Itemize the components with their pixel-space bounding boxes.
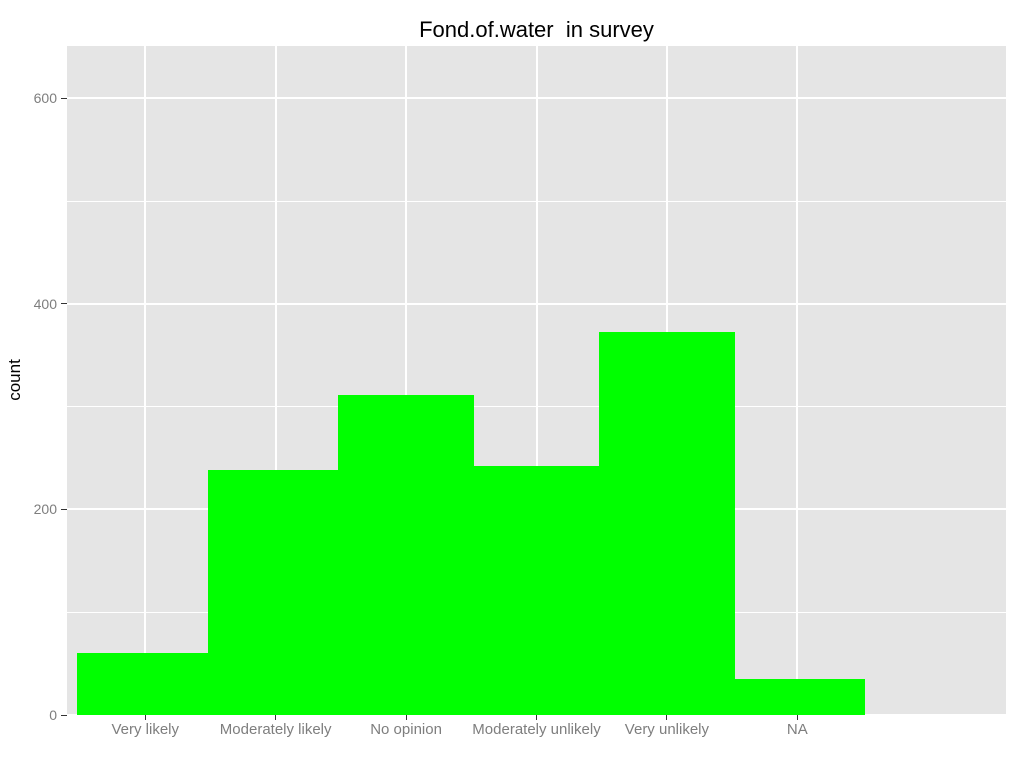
bar <box>207 470 344 715</box>
gridline-major-vertical <box>144 46 147 715</box>
bar <box>338 395 475 715</box>
bar <box>77 653 214 715</box>
gridline-major-vertical <box>796 46 799 715</box>
x-tick-label: Moderately likely <box>219 721 332 738</box>
y-tick-label: 600 <box>33 90 57 107</box>
x-tick-mark <box>144 715 146 720</box>
x-tick-label: Moderately unlikely <box>472 721 601 738</box>
x-tick-label: Very unlikely <box>624 721 710 738</box>
chart-title: Fond.of.water in survey <box>419 17 654 42</box>
bar <box>468 466 605 715</box>
gridline-major-vertical <box>405 46 408 715</box>
bar <box>729 679 866 715</box>
plot-panel <box>67 46 1006 715</box>
x-tick-mark <box>666 715 668 720</box>
gridline-major-vertical <box>274 46 277 715</box>
x-tick-mark <box>536 715 537 720</box>
gridline-major-vertical <box>535 46 538 715</box>
y-axis-title: count <box>5 359 24 401</box>
x-tick-label: No opinion <box>370 721 442 738</box>
x-tick-mark <box>275 715 277 720</box>
y-tick-mark <box>61 97 67 99</box>
bar <box>598 331 735 715</box>
y-tick-label: 0 <box>49 707 57 723</box>
x-tick-mark <box>796 715 798 720</box>
y-tick-label: 200 <box>33 501 57 518</box>
x-tick-label: NA <box>786 721 808 738</box>
x-tick-mark <box>405 715 407 720</box>
y-tick-mark <box>61 714 67 716</box>
y-tick-label: 400 <box>33 295 57 312</box>
y-tick-mark <box>61 508 67 510</box>
x-tick-label: Very likely <box>111 721 180 738</box>
y-tick-mark <box>61 303 67 305</box>
